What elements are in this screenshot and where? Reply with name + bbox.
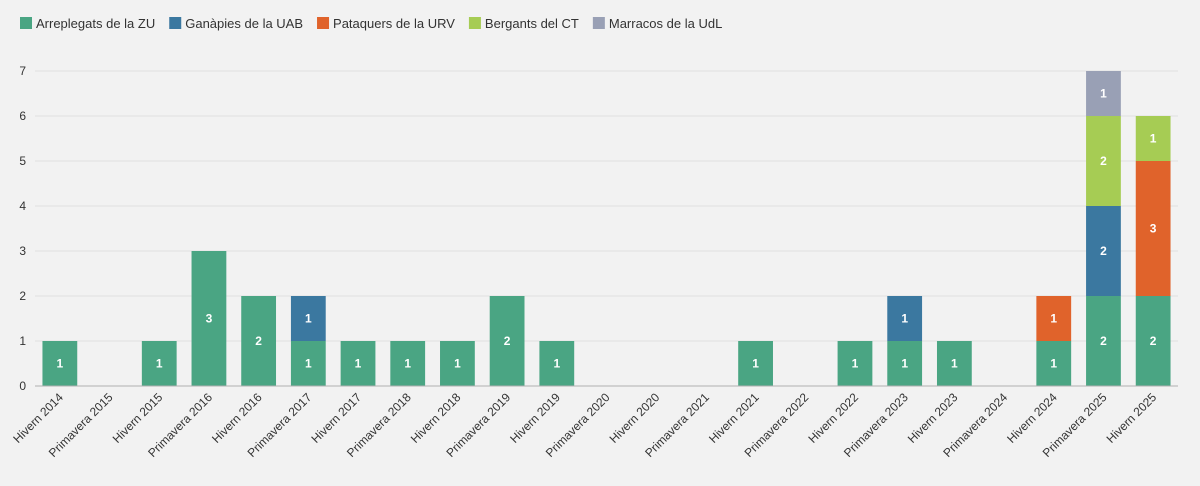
bar-segment — [1036, 341, 1072, 386]
bar-segment — [191, 251, 227, 386]
data-label: 2 — [1100, 334, 1107, 348]
data-label: 1 — [305, 357, 312, 371]
legend-label: Bergants del CT — [485, 16, 579, 31]
data-label: 1 — [553, 357, 560, 371]
bar-segment — [1086, 206, 1121, 296]
bar-segment — [539, 341, 575, 386]
legend-swatch — [20, 17, 32, 29]
data-label: 2 — [1150, 334, 1157, 348]
bar-segment — [141, 341, 177, 386]
bar-segment — [489, 296, 525, 386]
legend-swatch — [317, 17, 330, 29]
bar-segment — [1086, 71, 1121, 116]
y-tick-label: 1 — [19, 334, 26, 348]
data-label: 1 — [355, 357, 362, 371]
data-label: 1 — [1050, 312, 1057, 326]
legend-swatch — [592, 17, 605, 29]
bar-segment — [1036, 296, 1072, 341]
data-label: 1 — [901, 357, 908, 371]
bar-segment — [440, 341, 475, 386]
bar-segment — [1086, 296, 1121, 386]
y-tick-label: 3 — [19, 244, 26, 258]
y-axis: 0 1 2 3 4 5 6 7 — [19, 64, 26, 393]
bar-segment — [1135, 161, 1171, 296]
y-tick-label: 2 — [19, 289, 26, 303]
data-label: 1 — [901, 312, 908, 326]
bar-segment — [241, 296, 277, 386]
data-label: 2 — [504, 334, 511, 348]
bar-segment — [1135, 296, 1171, 386]
bar-segment — [340, 341, 376, 386]
data-label: 1 — [852, 357, 859, 371]
data-label: 1 — [305, 312, 312, 326]
data-label: 1 — [57, 357, 64, 371]
data-label: 1 — [156, 357, 163, 371]
bar-segment — [290, 341, 326, 386]
bar-segment — [887, 296, 923, 341]
y-tick-label: 0 — [19, 379, 26, 393]
bar-segment — [837, 341, 873, 386]
data-label: 1 — [1050, 357, 1057, 371]
y-tick-label: 6 — [19, 109, 26, 123]
bar-segment — [390, 341, 426, 386]
y-tick-label: 7 — [19, 64, 26, 78]
data-label: 1 — [1100, 87, 1107, 101]
bars: 1 1 3 2 1 1 1 1 1 2 1 1 1 1 1 1 1 1 2 2 2 1 2 3 1 — [42, 71, 1171, 386]
legend-swatch — [468, 17, 481, 29]
legend-swatch — [169, 17, 182, 29]
data-label: 2 — [255, 334, 262, 348]
y-tick-label: 4 — [19, 199, 26, 213]
x-tick-label: Hivern 2025 — [1104, 390, 1160, 446]
bar-segment — [290, 296, 326, 341]
bar-segment — [1135, 116, 1171, 161]
data-label: 1 — [951, 357, 958, 371]
bar-segment — [42, 341, 78, 386]
data-label: 1 — [752, 357, 759, 371]
y-tick-label: 5 — [19, 154, 26, 168]
data-label: 2 — [1100, 244, 1107, 258]
data-label: 3 — [206, 312, 213, 326]
bar-segment — [887, 341, 923, 386]
legend-label: Arreplegats de la ZU — [36, 16, 155, 31]
bar-segment — [1086, 116, 1121, 206]
data-label: 1 — [404, 357, 411, 371]
legend-label: Pataquers de la URV — [333, 16, 455, 31]
data-label: 2 — [1100, 154, 1107, 168]
legend-label: Marracos de la UdL — [609, 16, 722, 31]
data-label: 1 — [454, 357, 461, 371]
data-label: 1 — [1150, 132, 1157, 146]
bar-segment — [738, 341, 773, 386]
bar-segment — [936, 341, 972, 386]
legend: Arreplegats de la ZU Ganàpies de la UAB Pa… — [20, 16, 722, 31]
legend-label: Ganàpies de la UAB — [185, 16, 303, 31]
data-label: 3 — [1150, 222, 1157, 236]
